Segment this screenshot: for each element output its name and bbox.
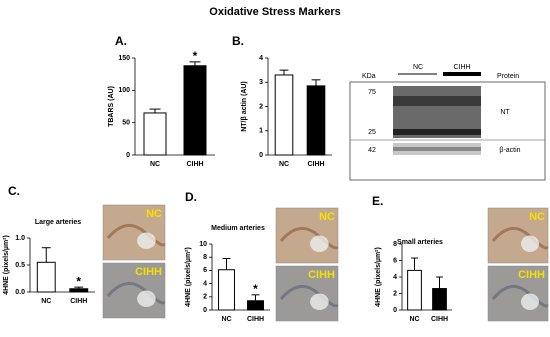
x-tick-label: NC <box>279 161 289 168</box>
y-axis-label: 4HNE (pixels/µm²) <box>375 247 382 307</box>
blot-frame <box>349 81 546 181</box>
micrograph-lumen <box>521 293 539 310</box>
y-tick-label: 4 <box>259 55 263 62</box>
figure-title: Oxidative Stress Markers <box>209 6 340 18</box>
x-tick-label: NC <box>221 316 231 323</box>
y-tick-label: 4 <box>393 274 397 281</box>
significance-mark: * <box>76 274 81 288</box>
y-axis-label: NT/β actin (AU) <box>241 81 248 132</box>
micrograph-lumen <box>137 232 156 249</box>
y-axis-label: 4HNE (pixels/µm²) <box>185 247 192 307</box>
bar <box>274 74 294 156</box>
micrograph-lumen <box>310 293 329 310</box>
protein-label: NT <box>500 109 510 116</box>
micrograph-texture <box>491 285 549 308</box>
y-tick-label: 0 <box>393 307 397 314</box>
group-label: NC <box>413 64 423 71</box>
x-tick-label: NC <box>41 298 51 305</box>
marker-label: 25 <box>368 129 376 136</box>
y-tick-label: 0 <box>259 152 263 159</box>
group-label: CIHH <box>453 64 470 71</box>
micrograph-label: NC <box>319 211 335 223</box>
micrograph-lumen <box>310 235 329 252</box>
y-tick-label: 2 <box>393 290 397 297</box>
y-tick-label: 6 <box>203 267 207 274</box>
y-tick-label: 10 <box>199 241 207 248</box>
marker-label: 75 <box>368 89 376 96</box>
y-tick-label: 2 <box>259 103 263 110</box>
micrograph-lumen <box>521 235 539 252</box>
protein-header: Protein <box>497 73 519 80</box>
micrograph-lumen <box>137 290 156 307</box>
bar <box>407 269 422 311</box>
marker-label: 42 <box>368 147 376 154</box>
panel-label: E. <box>372 194 383 208</box>
kda-label: KDa <box>362 73 376 80</box>
cihh-bar <box>443 72 481 76</box>
x-tick-label: CIHH <box>247 316 264 323</box>
x-tick-label: CIHH <box>70 298 87 305</box>
bar <box>143 112 167 156</box>
micrograph-label: CIHH <box>518 269 545 281</box>
y-tick-label: 1 <box>259 128 263 135</box>
panel-label: C. <box>8 184 20 198</box>
subtitle: Small arteries <box>397 239 443 246</box>
y-tick-label: 8 <box>203 254 207 261</box>
y-tick-label: 50 <box>122 120 130 127</box>
micrograph-label: CIHH <box>308 269 335 281</box>
micrograph-texture <box>279 285 339 308</box>
y-tick-label: 0 <box>203 307 207 314</box>
micrograph-texture <box>106 224 166 247</box>
y-tick-label: 4 <box>203 280 207 287</box>
subtitle: Large arteries <box>35 219 81 226</box>
x-tick-label: NC <box>150 161 160 168</box>
y-tick-label: 0 <box>126 152 130 159</box>
x-tick-label: NC <box>409 316 419 323</box>
x-tick-label: CIHH <box>307 161 324 168</box>
y-tick-label: 150 <box>118 55 130 62</box>
micrograph-texture <box>279 227 339 250</box>
y-tick-label: 0.0 <box>15 289 25 296</box>
y-tick-label: 6 <box>393 257 397 264</box>
micrograph-texture <box>106 282 166 305</box>
y-tick-label: 0.5 <box>15 262 25 269</box>
micrograph-texture <box>491 227 549 250</box>
panel-label: D. <box>185 190 197 204</box>
bar <box>247 300 264 311</box>
y-tick-label: 2 <box>203 294 207 301</box>
bar <box>69 288 89 293</box>
actin-band <box>393 147 481 151</box>
subtitle: Medium arteries <box>211 225 265 232</box>
bar <box>36 261 56 293</box>
bar <box>432 288 447 311</box>
western-blot: KDa NC CIHH Protein 75 25 42 NT β-actin <box>349 64 546 181</box>
protein-label: β-actin <box>499 147 520 154</box>
y-axis-label: 4HNE (pixels/µm²) <box>3 235 10 295</box>
x-tick-label: CIHH <box>186 161 203 168</box>
y-tick-label: 3 <box>259 79 263 86</box>
x-tick-label: CIHH <box>431 316 448 323</box>
nt-band <box>393 129 481 135</box>
bar <box>183 65 207 156</box>
micrograph-label: NC <box>529 211 545 223</box>
y-axis-label: TBARS (AU) <box>108 86 115 127</box>
y-tick-label: 1.0 <box>15 235 25 242</box>
micrograph-label: NC <box>146 208 162 220</box>
significance-mark: * <box>253 282 258 296</box>
panel-label: A. <box>115 34 127 48</box>
significance-mark: * <box>193 49 198 63</box>
bar <box>306 85 326 156</box>
micrograph-label: CIHH <box>135 266 162 278</box>
y-tick-label: 8 <box>393 241 397 248</box>
panel-label: B. <box>232 34 244 48</box>
bar <box>218 269 235 311</box>
nt-band <box>393 96 481 106</box>
y-tick-label: 100 <box>118 87 130 94</box>
